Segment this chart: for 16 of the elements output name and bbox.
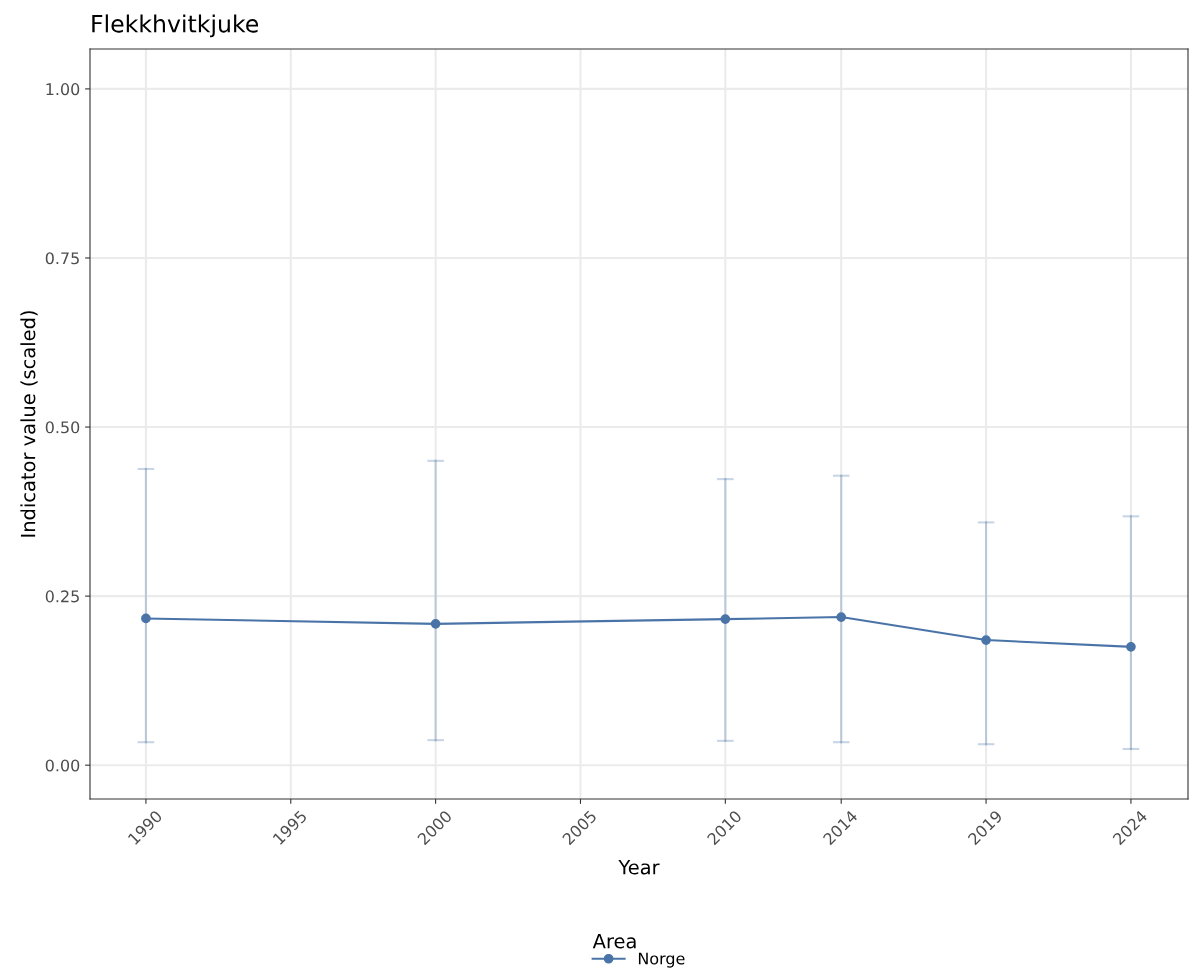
point: [981, 635, 991, 645]
point: [141, 613, 151, 624]
y-tick-label: 0.50: [45, 421, 80, 434]
legend-label: Norge: [638, 952, 685, 968]
chart-title: Flekkhvitkjuke: [92, 14, 259, 38]
point: [1126, 641, 1136, 652]
y-tick-label: 0.25: [45, 590, 79, 603]
y-tick-label: 0.75: [45, 252, 79, 265]
point: [836, 612, 847, 622]
y-axis-title: Indicator value (scaled): [20, 311, 38, 537]
y-tick-label: 0.00: [45, 759, 80, 772]
point: [430, 618, 441, 629]
point: [720, 614, 731, 624]
legend-title: Area: [592, 933, 636, 949]
x-axis-title: Year: [618, 860, 660, 875]
y-tick-label: 1.00: [46, 83, 80, 96]
